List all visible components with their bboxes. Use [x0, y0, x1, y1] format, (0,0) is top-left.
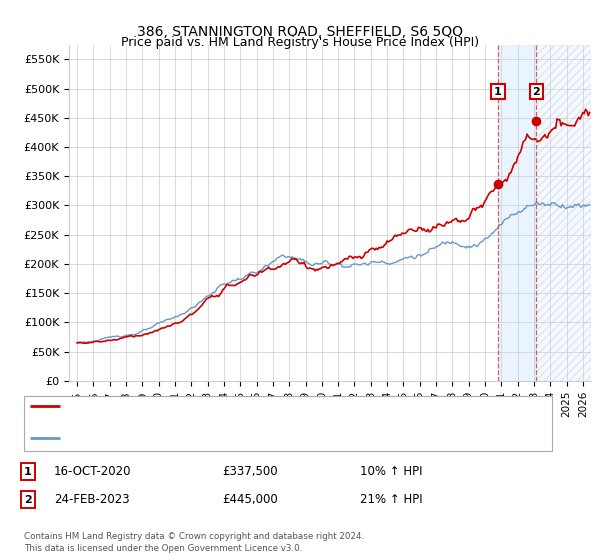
Text: 386, STANNINGTON ROAD, SHEFFIELD, S6 5QQ: 386, STANNINGTON ROAD, SHEFFIELD, S6 5QQ — [137, 25, 463, 39]
Text: 16-OCT-2020: 16-OCT-2020 — [54, 465, 131, 478]
Bar — [536, 45, 591, 381]
Text: 1: 1 — [24, 466, 31, 477]
Text: £445,000: £445,000 — [222, 493, 278, 506]
Text: HPI: Average price, detached house, Sheffield: HPI: Average price, detached house, Shef… — [69, 436, 320, 446]
Text: Price paid vs. HM Land Registry's House Price Index (HPI): Price paid vs. HM Land Registry's House … — [121, 36, 479, 49]
Bar — [498, 45, 536, 381]
Text: Contains HM Land Registry data © Crown copyright and database right 2024.
This d: Contains HM Land Registry data © Crown c… — [24, 533, 364, 553]
Text: 1: 1 — [494, 87, 502, 96]
Text: 2: 2 — [532, 87, 540, 96]
Text: 2: 2 — [24, 494, 31, 505]
Text: £337,500: £337,500 — [222, 465, 278, 478]
Text: 386, STANNINGTON ROAD, SHEFFIELD, S6 5QQ (detached house): 386, STANNINGTON ROAD, SHEFFIELD, S6 5QQ… — [69, 404, 426, 414]
Text: 10% ↑ HPI: 10% ↑ HPI — [360, 465, 422, 478]
Text: 24-FEB-2023: 24-FEB-2023 — [54, 493, 130, 506]
Bar — [536, 45, 591, 381]
Text: 21% ↑ HPI: 21% ↑ HPI — [360, 493, 422, 506]
